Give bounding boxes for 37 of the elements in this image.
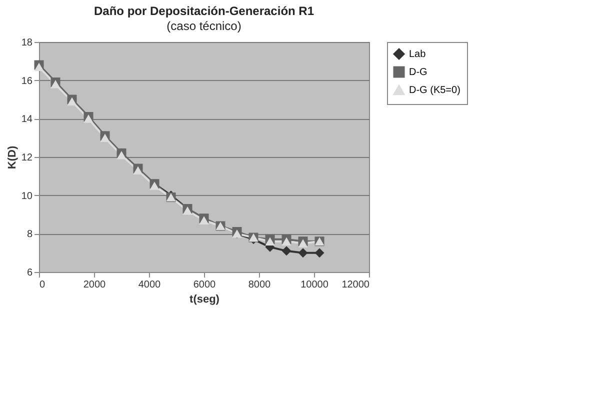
y-tick-label: 12 bbox=[21, 152, 33, 164]
x-tick-label: 2000 bbox=[83, 280, 106, 290]
x-tick-label: 12000 bbox=[342, 280, 370, 290]
point bbox=[298, 239, 308, 248]
y-tick-label: 8 bbox=[26, 229, 33, 240]
legend-label: Lab bbox=[409, 49, 426, 60]
chart-subtitle: (caso técnico) bbox=[166, 19, 242, 33]
y-tick-label: 16 bbox=[21, 76, 33, 87]
x-tick-label: 4000 bbox=[138, 280, 162, 290]
point bbox=[199, 216, 209, 224]
x-tick-label: 10000 bbox=[300, 280, 329, 290]
point bbox=[67, 97, 77, 106]
chart-title: Daño por Depositación-Generación R1 bbox=[94, 4, 314, 18]
x-axis-title: t(seg) bbox=[190, 294, 220, 306]
x-tick-label: 6000 bbox=[193, 280, 216, 290]
y-tick-label: 14 bbox=[21, 114, 33, 126]
y-tick-label: 10 bbox=[21, 190, 33, 202]
point bbox=[265, 237, 275, 246]
point bbox=[182, 206, 192, 215]
point bbox=[133, 166, 143, 175]
point bbox=[84, 114, 94, 123]
point bbox=[282, 237, 292, 246]
y-axis-title: K(D) bbox=[6, 146, 18, 170]
point bbox=[34, 62, 44, 72]
point bbox=[50, 80, 60, 88]
x-tick-label: 0 bbox=[40, 280, 46, 290]
legend-label: D-G (K5=0) bbox=[409, 85, 460, 96]
point bbox=[282, 246, 292, 256]
y-tick-label: 18 bbox=[21, 38, 33, 48]
point bbox=[150, 182, 160, 190]
point bbox=[100, 134, 110, 142]
point bbox=[314, 248, 324, 258]
point bbox=[116, 150, 126, 160]
x-tick-label: 8000 bbox=[248, 280, 272, 290]
point bbox=[298, 248, 308, 258]
y-tick-label: 6 bbox=[26, 268, 33, 278]
legend-label: D-G bbox=[409, 67, 428, 78]
